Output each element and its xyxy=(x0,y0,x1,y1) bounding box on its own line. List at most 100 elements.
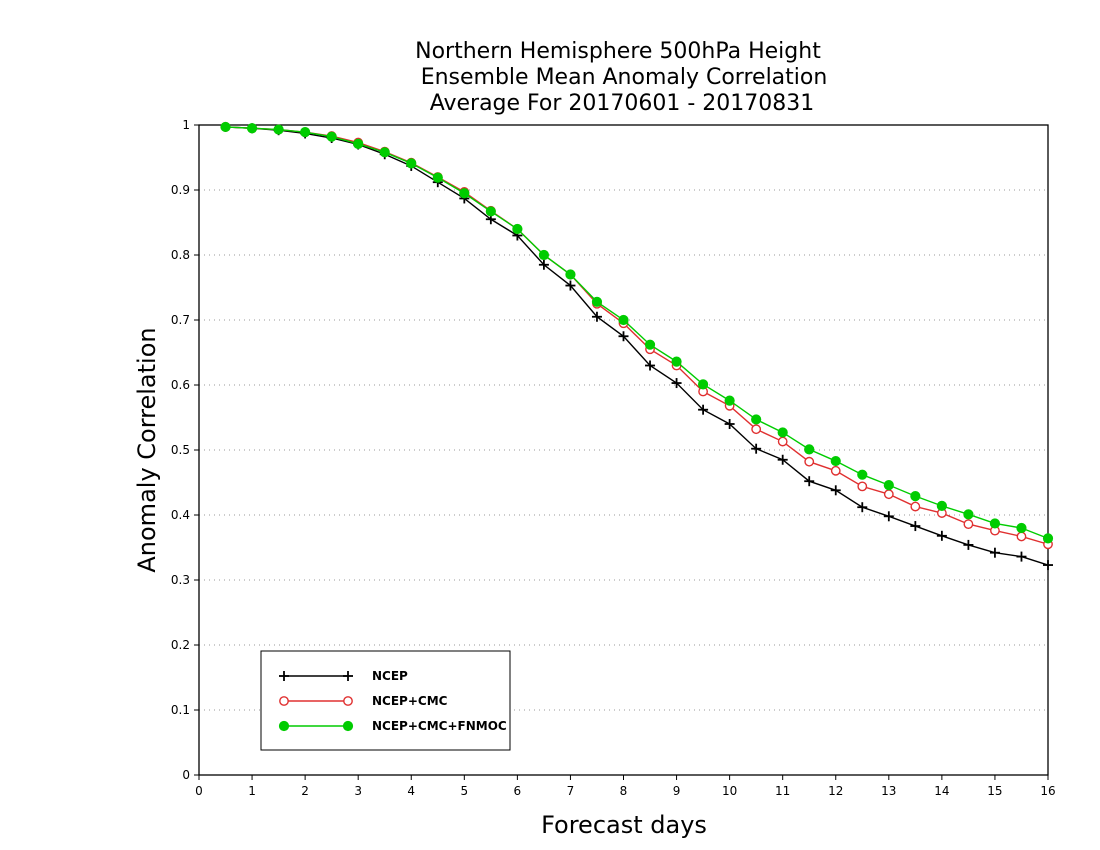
legend-marker xyxy=(343,671,353,681)
data-point-ncep xyxy=(591,311,602,322)
data-point-ncep-cmc-fnmoc xyxy=(538,249,550,261)
title-line-1: Northern Hemisphere 500hPa Height xyxy=(415,39,821,64)
data-point-ncep xyxy=(883,511,894,522)
x-tick-label: 1 xyxy=(248,784,256,798)
data-point-ncep-cmc-fnmoc xyxy=(1016,522,1027,534)
data-point-ncep xyxy=(777,454,788,465)
data-point-ncep-cmc-fnmoc xyxy=(644,339,656,350)
data-point-ncep-cmc-fnmoc xyxy=(565,269,576,280)
y-tick-label: 1 xyxy=(182,118,190,132)
legend-marker xyxy=(342,720,354,732)
data-point-ncep xyxy=(936,530,947,541)
x-tick-label: 3 xyxy=(354,784,362,798)
title-line-3: Average For 20170601 - 20170831 xyxy=(430,91,815,116)
data-point-ncep xyxy=(671,378,682,389)
data-point-ncep-cmc-fnmoc xyxy=(804,444,815,455)
data-point-ncep xyxy=(1016,551,1027,562)
data-point-ncep-cmc-fnmoc xyxy=(406,158,417,169)
data-point-ncep-cmc xyxy=(777,436,788,447)
legend-label: NCEP xyxy=(372,669,408,683)
x-tick-label: 11 xyxy=(775,784,790,798)
data-point-ncep xyxy=(698,404,709,415)
data-point-ncep xyxy=(910,521,921,532)
legend-entry-ncep-cmc: NCEP+CMC xyxy=(279,694,448,708)
data-point-ncep xyxy=(1043,560,1053,571)
legend-label: NCEP+CMC+FNMOC xyxy=(372,719,507,733)
title-line-2: Ensemble Mean Anomaly Correlation xyxy=(421,65,828,90)
data-point-ncep-cmc-fnmoc xyxy=(724,395,735,406)
data-point-ncep-cmc-fnmoc xyxy=(273,124,284,135)
data-point-ncep-cmc-fnmoc xyxy=(432,172,443,183)
data-point-ncep-cmc-fnmoc xyxy=(697,379,709,390)
legend-marker xyxy=(279,671,289,681)
data-point-ncep-cmc-fnmoc xyxy=(751,414,762,425)
legend-marker xyxy=(278,720,290,732)
y-tick-label: 0.3 xyxy=(171,573,190,587)
x-tick-label: 16 xyxy=(1040,784,1055,798)
x-tick-label: 5 xyxy=(460,784,468,798)
series-line-ncep-cmc-fnmoc xyxy=(225,126,1049,540)
series-ncep-cmc-fnmoc xyxy=(220,121,1054,544)
y-tick-label: 0.4 xyxy=(171,508,190,522)
series-lines xyxy=(220,121,1054,571)
data-point-ncep-cmc xyxy=(830,465,841,476)
data-point-ncep xyxy=(989,547,1000,558)
y-tick-label: 0.2 xyxy=(171,638,190,652)
data-point-ncep-cmc-fnmoc xyxy=(300,127,311,138)
data-point-ncep-cmc-fnmoc xyxy=(989,518,1001,529)
data-point-ncep-cmc-fnmoc xyxy=(591,296,603,307)
x-tick-label: 6 xyxy=(514,784,522,798)
data-point-ncep-cmc xyxy=(883,489,894,500)
data-point-ncep xyxy=(724,419,735,429)
data-point-ncep-cmc-fnmoc xyxy=(857,469,868,480)
data-point-ncep xyxy=(538,259,549,270)
x-tick-label: 15 xyxy=(987,784,1002,798)
x-tick-label: 9 xyxy=(673,784,681,798)
y-axis-label: Anomaly Correlation xyxy=(133,327,161,572)
series-ncep-cmc xyxy=(220,122,1053,550)
x-tick-label: 13 xyxy=(881,784,896,798)
legend-entry-ncep-cmc-fnmoc: NCEP+CMC+FNMOC xyxy=(278,719,507,733)
data-point-ncep-cmc xyxy=(963,519,974,529)
data-point-ncep-cmc-fnmoc xyxy=(830,455,841,467)
y-tick-label: 0 xyxy=(182,768,190,782)
data-point-ncep-cmc xyxy=(751,424,762,435)
data-point-ncep xyxy=(618,331,629,342)
data-point-ncep-cmc-fnmoc xyxy=(963,509,974,520)
y-tick-label: 0.7 xyxy=(171,313,190,327)
y-tick-label: 0.5 xyxy=(171,443,190,457)
legend-marker xyxy=(343,696,353,706)
x-tick-label: 0 xyxy=(195,784,203,798)
data-point-ncep-cmc-fnmoc xyxy=(220,121,231,133)
x-tick-label: 14 xyxy=(934,784,949,798)
data-point-ncep-cmc-fnmoc xyxy=(246,123,258,134)
data-point-ncep-cmc xyxy=(1016,531,1027,542)
y-tick-label: 0.6 xyxy=(171,378,190,392)
data-point-ncep xyxy=(857,502,868,513)
data-point-ncep-cmc-fnmoc xyxy=(618,314,629,326)
x-tick-label: 8 xyxy=(620,784,628,798)
chart-title: Northern Hemisphere 500hPa Height Ensemb… xyxy=(415,39,827,116)
data-point-ncep-cmc xyxy=(804,456,815,467)
data-point-ncep xyxy=(963,539,974,550)
data-point-ncep-cmc xyxy=(857,481,868,492)
legend-marker xyxy=(279,696,289,706)
data-point-ncep-cmc-fnmoc xyxy=(910,491,921,502)
data-point-ncep-cmc-fnmoc xyxy=(777,427,788,438)
axis-ticks: 00.10.20.30.40.50.60.70.80.910 1 2 3 4 5 6 7 8 9 1… xyxy=(171,118,1056,798)
y-tick-label: 0.9 xyxy=(171,183,190,197)
data-point-ncep-cmc-fnmoc xyxy=(485,206,496,217)
data-point-ncep-cmc-fnmoc xyxy=(1042,533,1054,544)
data-point-ncep-cmc-fnmoc xyxy=(671,356,682,367)
x-tick-label: 10 xyxy=(722,784,737,798)
data-point-ncep xyxy=(751,443,762,454)
data-point-ncep-cmc-fnmoc xyxy=(936,500,947,511)
data-point-ncep xyxy=(804,476,815,487)
y-tick-label: 0.1 xyxy=(171,703,190,717)
data-point-ncep-cmc-fnmoc xyxy=(459,188,470,199)
data-point-ncep xyxy=(645,360,656,371)
x-tick-label: 7 xyxy=(567,784,575,798)
y-tick-label: 0.8 xyxy=(171,248,190,262)
data-point-ncep xyxy=(565,280,576,291)
